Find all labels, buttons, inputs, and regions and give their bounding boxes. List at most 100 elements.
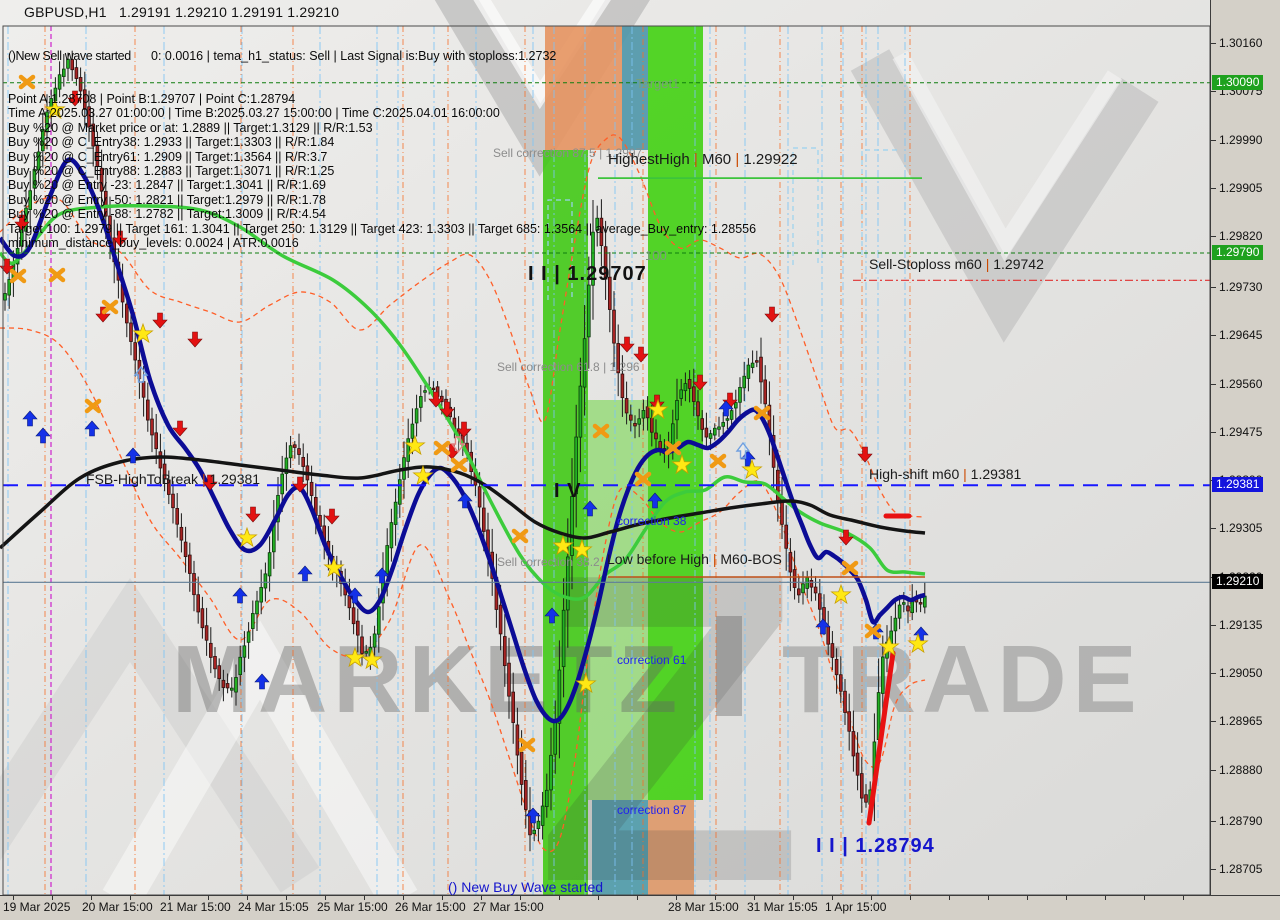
time-tick-label: 19 Mar 2025 xyxy=(3,900,71,914)
price-tick-label: 1.28705 xyxy=(1219,862,1263,876)
sell-arrow-icon xyxy=(633,346,649,363)
chart-annotation: HighestHigh | M60 | 1.29922 xyxy=(608,151,798,168)
time-tick-mark xyxy=(1183,896,1184,900)
hollow-arrow-icon xyxy=(735,441,751,459)
time-tick-mark xyxy=(949,896,950,900)
sell-arrow-icon xyxy=(838,529,854,546)
chart-annotation: Sell-Stoploss m60 | 1.29742 xyxy=(869,256,1044,272)
price-level-badge: 1.29210 xyxy=(1212,574,1264,590)
sell-arrow-icon xyxy=(692,374,708,391)
sell-arrow-icon xyxy=(152,312,168,329)
price-tick-label: 1.29050 xyxy=(1219,666,1263,681)
indicator-info-line: Time A:2025.03.27 01:00:00 | Time B:2025… xyxy=(8,106,500,121)
star-icon xyxy=(830,583,852,605)
star-icon xyxy=(575,672,597,694)
time-tick-mark xyxy=(1027,896,1028,900)
price-level-badge: 1.29381 xyxy=(1212,477,1264,493)
time-tick-mark xyxy=(130,896,131,900)
star-icon xyxy=(44,98,66,120)
price-tick-label: 1.29645 xyxy=(1219,328,1263,343)
price-tick-mark xyxy=(1211,335,1216,337)
time-tick-mark xyxy=(481,896,482,900)
buy-arrow-icon xyxy=(374,567,390,584)
buy-arrow-icon xyxy=(718,400,734,417)
price-tick-label: 1.28880 xyxy=(1219,762,1263,777)
sell-arrow-icon xyxy=(187,331,203,348)
price-tick-label: 1.29135 xyxy=(1219,617,1263,632)
star-icon xyxy=(671,453,693,475)
svg-text:MARKETZ: MARKETZ xyxy=(172,626,683,733)
indicator-info-line: Buy %20 @ Entry -50: 1.2821 || Target:1.… xyxy=(8,192,326,207)
buy-arrow-icon xyxy=(232,587,248,604)
time-tick-mark xyxy=(91,896,92,900)
star-icon xyxy=(571,538,593,560)
indicator-info-line: Buy %20 @ Entry -88: 1.2782 || Target:1.… xyxy=(8,207,326,222)
chart-annotation: Low before High | M60-BOS xyxy=(607,551,782,567)
indicator-info-line: Buy %20 @ C_Entry38: 1.2933 || Target:1.… xyxy=(8,135,335,150)
chart-annotation: correction 61 xyxy=(617,653,687,667)
time-tick-mark xyxy=(442,896,443,900)
price-tick-mark xyxy=(1211,769,1216,771)
svg-text:TRADE: TRADE xyxy=(782,626,1143,733)
time-tick-mark xyxy=(598,896,599,900)
star-icon xyxy=(552,534,574,556)
time-tick-label: 26 Mar 15:00 xyxy=(395,900,466,914)
indicator-info-line: Buy %20 @ C_Entry88: 1.2883 || Target:1.… xyxy=(8,163,335,178)
indicator-info-line: Buy %20 @ C_Entry61: 1.2909 || Target:1.… xyxy=(8,149,328,164)
sell-arrow-icon xyxy=(172,420,188,437)
chart-annotation: Target1 xyxy=(636,76,680,91)
time-tick-mark xyxy=(910,896,911,900)
price-tick-mark xyxy=(1211,528,1216,530)
price-tick-label: 1.28790 xyxy=(1219,813,1263,828)
price-level-badge: 1.29790 xyxy=(1212,245,1264,261)
star-icon xyxy=(344,646,366,668)
sell-arrow-icon xyxy=(764,306,780,323)
star-icon xyxy=(404,434,426,456)
star-icon xyxy=(741,458,763,480)
price-tick-mark xyxy=(1211,673,1216,675)
buy-arrow-icon xyxy=(525,807,541,824)
price-tick-mark xyxy=(1211,187,1216,189)
sell-arrow-icon xyxy=(439,401,455,418)
time-tick-mark xyxy=(988,896,989,900)
price-axis[interactable]: 1.30160 1.30075 1.29990 1.29905 1.29820 1.297… xyxy=(1210,0,1280,895)
buy-arrow-icon xyxy=(815,618,831,635)
time-tick-label: 27 Mar 15:00 xyxy=(473,900,544,914)
sell-arrow-icon xyxy=(619,336,635,353)
chart-annotation: High-shift m60 | 1.29381 xyxy=(869,466,1022,482)
chart-annotation: Sell correction 61.8 | 1.296 xyxy=(497,360,640,374)
chart-annotation: correction 38 xyxy=(617,514,687,528)
time-axis[interactable]: 19 Mar 2025 20 Mar 15:00 21 Mar 15:00 24 Ma… xyxy=(0,895,1280,920)
time-tick-mark xyxy=(1144,896,1145,900)
buy-arrow-icon xyxy=(457,492,473,509)
chart-annotation: I I | 1.29707 xyxy=(528,263,647,285)
star-icon xyxy=(323,556,345,578)
time-tick-mark xyxy=(247,896,248,900)
price-tick-mark xyxy=(1211,869,1216,870)
indicator-info-line: minimum_distance_buy_levels: 0.0024 | AT… xyxy=(8,235,299,250)
time-tick-mark xyxy=(1066,896,1067,900)
star-icon xyxy=(412,464,434,486)
price-tick-label: 1.29475 xyxy=(1219,424,1263,439)
time-tick-label: 20 Mar 15:00 xyxy=(82,900,153,914)
symbol-ohlc-line: GBPUSD,H1 1.29191 1.29210 1.29191 1.2921… xyxy=(24,4,340,20)
chart-annotation: correction 87 xyxy=(617,803,687,817)
buy-arrow-icon xyxy=(125,447,141,464)
price-tick-mark xyxy=(1211,287,1216,289)
time-tick-mark xyxy=(676,896,677,900)
time-tick-mark xyxy=(520,896,521,900)
star-icon xyxy=(132,322,154,344)
time-tick-label: 25 Mar 15:00 xyxy=(317,900,388,914)
star-icon xyxy=(361,648,383,670)
star-icon xyxy=(236,526,258,548)
indicator-info-line: Buy %20 @ Entry -23: 1.2847 || Target:1.… xyxy=(8,178,326,193)
hollow-arrow-icon xyxy=(450,436,466,454)
price-tick-mark xyxy=(1211,624,1216,626)
buy-arrow-icon xyxy=(297,565,313,582)
chart-annotation: I I | 1.28794 xyxy=(816,835,935,857)
buy-arrow-icon xyxy=(254,673,270,690)
sell-arrow-icon xyxy=(324,508,340,525)
price-tick-mark xyxy=(1211,383,1216,385)
